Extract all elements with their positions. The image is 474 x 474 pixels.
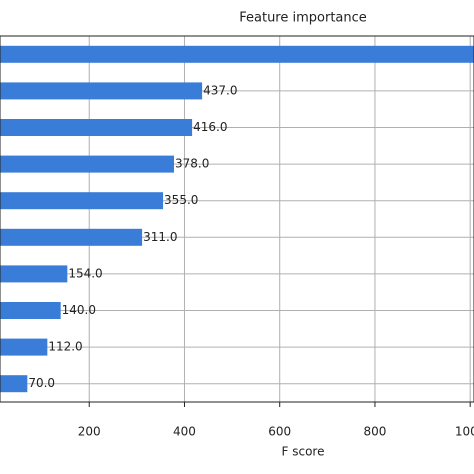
value-label: 140.0 (62, 303, 96, 317)
bar (0, 155, 174, 173)
bar (0, 265, 68, 283)
x-axis-label: F score (282, 445, 325, 459)
x-tick-label: 400 (173, 425, 196, 439)
x-tick-label: 600 (268, 425, 291, 439)
bar (0, 82, 203, 100)
value-label: 70.0 (28, 376, 55, 390)
bar (0, 338, 48, 356)
plot-frame (0, 35, 474, 403)
value-label: 154.0 (68, 266, 102, 280)
value-label: 437.0 (203, 83, 237, 97)
bar (0, 45, 474, 63)
x-tick-label: 1000 (455, 425, 474, 439)
bar (0, 302, 61, 319)
bar (0, 228, 143, 246)
x-tick-label: 800 (363, 425, 386, 439)
chart-title: Feature importance (239, 11, 367, 26)
bar (0, 375, 28, 393)
value-label: 355.0 (164, 193, 198, 207)
value-label: 112.0 (48, 340, 82, 354)
value-label: 311.0 (143, 230, 177, 244)
value-label: 416.0 (193, 120, 227, 134)
bar (0, 119, 193, 136)
bar (0, 192, 164, 210)
x-tick-label: 200 (78, 425, 101, 439)
value-label: 378.0 (175, 157, 209, 171)
